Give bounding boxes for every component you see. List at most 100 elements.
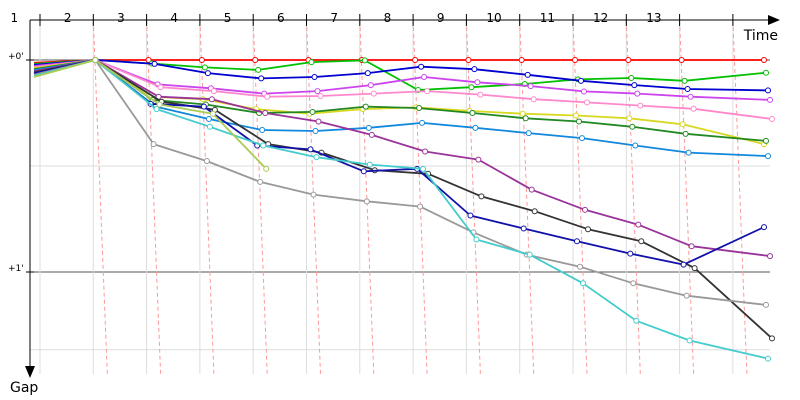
x-tick-label: 8 — [384, 11, 392, 25]
data-point — [363, 198, 370, 205]
y-axis-arrow-icon — [25, 366, 35, 378]
drop-line — [199, 19, 215, 375]
data-point — [419, 119, 426, 126]
data-point — [769, 116, 775, 123]
y-tick-label: +0' — [8, 52, 24, 62]
data-point — [360, 168, 367, 175]
drop-line — [92, 19, 108, 375]
drop-line — [146, 19, 162, 375]
data-point — [527, 83, 534, 90]
x-tick-label: 1 — [11, 11, 19, 25]
data-point — [314, 88, 321, 95]
series-line — [33, 59, 773, 340]
data-point — [422, 148, 429, 155]
data-point — [468, 84, 475, 91]
x-tick-label: 2 — [64, 11, 72, 25]
x-tick-label: 11 — [540, 11, 555, 25]
data-point — [690, 105, 697, 112]
series-line — [33, 59, 769, 92]
data-point — [311, 73, 318, 80]
data-point — [630, 280, 637, 287]
data-point — [478, 193, 485, 200]
series-line — [33, 59, 769, 157]
data-point — [685, 149, 692, 156]
data-point — [208, 96, 215, 103]
data-point — [469, 110, 476, 116]
drop-line — [732, 19, 748, 375]
data-point — [581, 88, 587, 95]
data-point — [153, 106, 160, 113]
data-point — [524, 71, 531, 78]
data-point — [637, 102, 644, 109]
data-point — [631, 82, 638, 89]
data-point — [475, 156, 482, 163]
data-point — [691, 265, 698, 272]
data-point — [579, 135, 585, 142]
data-point — [210, 88, 217, 95]
series-line — [33, 59, 773, 120]
series-group — [33, 57, 270, 172]
data-point — [634, 90, 641, 97]
data-point — [477, 91, 484, 98]
data-point — [584, 99, 590, 106]
data-point — [416, 105, 423, 112]
data-point — [769, 335, 775, 342]
drop-line — [572, 19, 588, 375]
data-point — [686, 337, 693, 344]
data-point — [315, 118, 322, 125]
data-point — [767, 253, 773, 260]
data-point — [520, 225, 527, 232]
data-point — [312, 128, 319, 135]
data-point — [574, 238, 580, 245]
x-tick-label: 12 — [593, 11, 608, 25]
data-point — [633, 317, 640, 324]
series-group — [33, 57, 771, 160]
data-point — [157, 84, 164, 91]
data-point — [525, 130, 532, 137]
data-point — [474, 79, 481, 86]
series-layer — [33, 57, 775, 362]
data-point — [467, 212, 474, 219]
data-point — [310, 191, 317, 198]
series-group — [33, 57, 775, 123]
data-point — [205, 116, 212, 123]
drop-line — [465, 19, 481, 375]
data-point — [763, 301, 769, 308]
x-tick-label: 3 — [117, 11, 125, 25]
data-point — [632, 142, 639, 149]
data-point — [92, 57, 99, 63]
data-point — [361, 57, 368, 64]
data-point — [585, 226, 591, 233]
drop-lines-layer — [92, 19, 748, 375]
series-line — [33, 59, 771, 257]
x-tick-label: 4 — [170, 11, 178, 25]
x-tick-label: 5 — [224, 11, 232, 25]
data-point — [682, 130, 689, 137]
data-point — [765, 87, 771, 94]
data-point — [364, 70, 371, 77]
series-group — [33, 57, 767, 148]
x-tick-label: 10 — [486, 11, 501, 25]
data-point — [582, 206, 588, 213]
data-point — [473, 236, 480, 243]
x-axis-arrow-icon — [768, 15, 780, 25]
data-point — [260, 142, 267, 149]
data-point — [263, 165, 270, 172]
data-point — [365, 124, 372, 131]
data-point — [255, 66, 262, 73]
data-point — [576, 118, 582, 125]
data-point — [370, 90, 377, 97]
series-line — [33, 59, 771, 101]
series-line — [33, 59, 765, 145]
data-point — [679, 121, 686, 128]
data-point — [203, 158, 210, 165]
data-point — [362, 103, 369, 110]
x-tick-label: 6 — [277, 11, 285, 25]
data-point — [200, 103, 207, 110]
data-point — [638, 238, 645, 245]
data-point — [528, 186, 535, 193]
data-point — [687, 93, 694, 100]
drop-line — [252, 19, 268, 375]
data-point — [763, 69, 769, 76]
data-point — [317, 93, 324, 100]
